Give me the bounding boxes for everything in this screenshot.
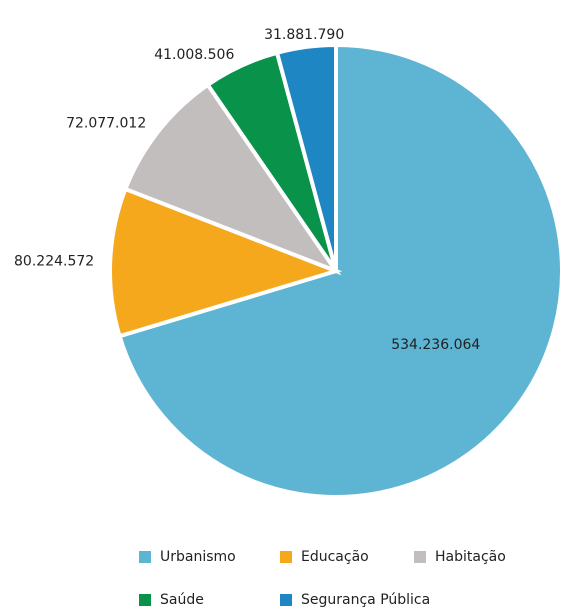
data-label: 534.236.064 [391, 337, 480, 353]
pie-slice [122, 82, 342, 276]
legend-swatch [139, 551, 151, 563]
pie-slice [108, 186, 343, 339]
data-label: 80.224.572 [14, 254, 94, 270]
legend-swatch [414, 551, 426, 563]
data-label: 41.008.506 [154, 47, 234, 63]
legend-label: Saúde [160, 592, 204, 608]
legend-swatch [280, 551, 292, 563]
data-label: 31.881.790 [264, 27, 344, 43]
legend-label: Habitação [435, 549, 506, 565]
pie-slice [274, 42, 338, 272]
legend-label: Segurança Pública [301, 592, 430, 608]
legend-label: Urbanismo [160, 549, 236, 565]
legend-label: Educação [301, 549, 369, 565]
data-label: 72.077.012 [66, 115, 146, 131]
legend-swatch [280, 594, 292, 606]
legend-swatch [139, 594, 151, 606]
